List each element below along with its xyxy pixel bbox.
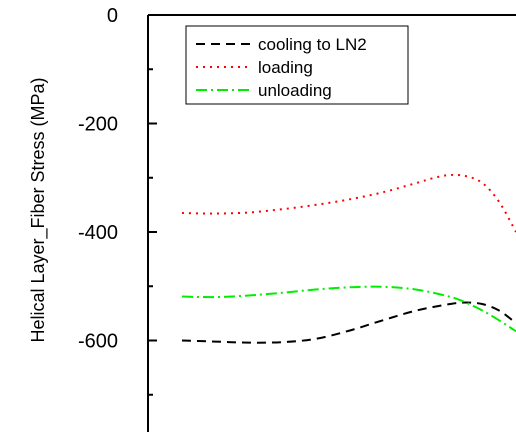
y-axis-title: Helical Layer_Fiber Stress (MPa) bbox=[28, 77, 49, 342]
y-tick-label: -400 bbox=[78, 222, 118, 244]
axes bbox=[147, 14, 516, 432]
y-tick-label: -600 bbox=[78, 331, 118, 353]
series-lines bbox=[181, 173, 516, 344]
series-line-1 bbox=[181, 301, 516, 344]
legend: cooling to LN2 loading unloading bbox=[185, 25, 409, 105]
series-line-3 bbox=[181, 285, 516, 333]
y-ticks: 0 -200 -400 -600 bbox=[78, 5, 157, 396]
series-line-2 bbox=[181, 173, 516, 233]
y-tick-label: 0 bbox=[107, 5, 118, 27]
legend-label: cooling to LN2 bbox=[258, 35, 367, 54]
legend-label: unloading bbox=[258, 81, 332, 100]
legend-label: loading bbox=[258, 58, 313, 77]
y-tick-label: -200 bbox=[78, 114, 118, 136]
